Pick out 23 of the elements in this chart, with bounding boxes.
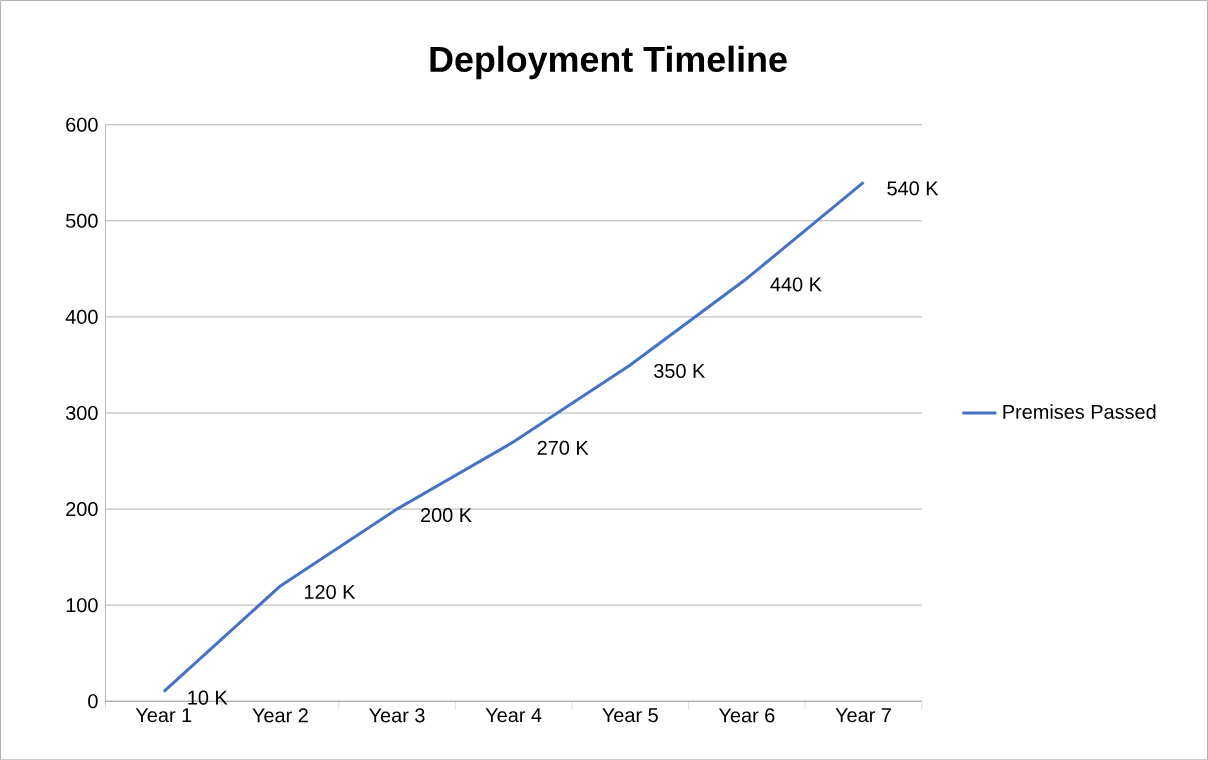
y-tick-label: 100 xyxy=(66,597,98,613)
y-tick-label: 200 xyxy=(66,501,98,516)
y-tick-label: 0 xyxy=(88,694,98,709)
data-label: 540 K xyxy=(887,181,939,196)
y-tick-label: 500 xyxy=(66,213,98,228)
x-tick-label: Year 5 xyxy=(602,708,658,722)
y-tick-label: 600 xyxy=(66,117,98,132)
y-tick-label: 400 xyxy=(65,309,98,324)
x-tick-label: Year 7 xyxy=(835,708,891,722)
x-tick-label: Year 2 xyxy=(252,708,308,723)
data-label: 350 K xyxy=(654,363,706,378)
data-label: 270 K xyxy=(537,440,589,455)
x-tick-label: Year 4 xyxy=(485,708,542,722)
chart-title: Deployment Timeline xyxy=(430,45,787,79)
x-tick-label: Year 3 xyxy=(369,708,425,723)
legend-label: Premises Passed xyxy=(1003,404,1156,419)
data-label: 440 K xyxy=(770,277,822,292)
data-label: 200 K xyxy=(421,507,472,522)
x-tick-label: Year 6 xyxy=(718,708,775,723)
y-tick-label: 300 xyxy=(65,405,98,420)
x-tick-label: Year 1 xyxy=(135,708,192,722)
data-label: 120 K xyxy=(304,584,356,599)
data-label: 10 K xyxy=(188,690,228,705)
